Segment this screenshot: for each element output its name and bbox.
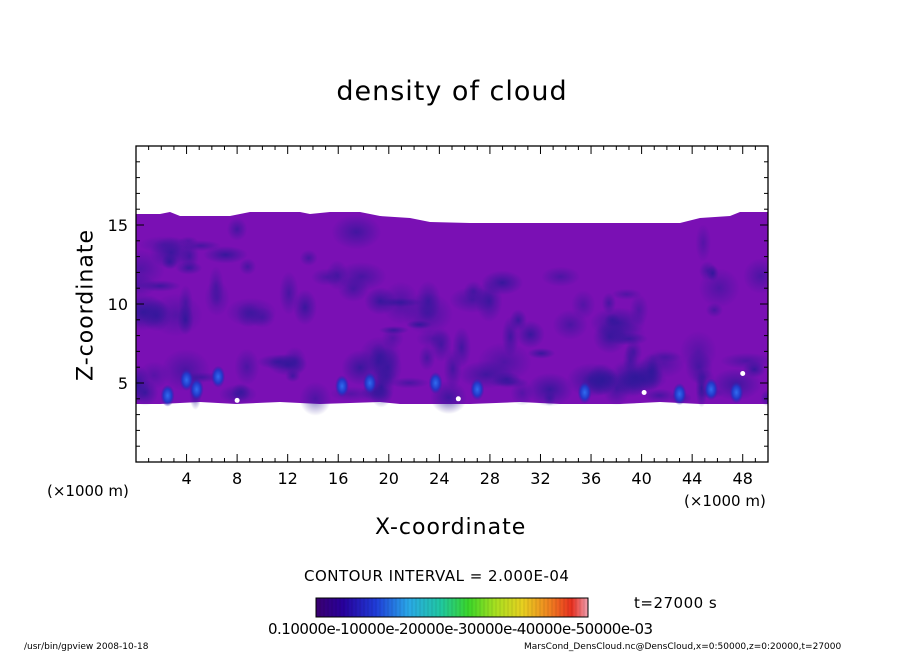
density-patch xyxy=(299,249,318,266)
y-tick-label: 5 xyxy=(118,374,128,393)
x-unit-label-left: (×1000 m) xyxy=(47,482,129,500)
density-spot xyxy=(428,372,443,394)
colorbar xyxy=(315,597,589,618)
density-patch xyxy=(698,268,740,308)
x-tick-label: 36 xyxy=(581,469,601,488)
x-tick-label: 20 xyxy=(379,469,399,488)
density-spot xyxy=(211,365,226,388)
y-tick-label: 15 xyxy=(108,216,128,235)
x-axis-label: X-coordinate xyxy=(375,515,527,540)
density-patch xyxy=(643,388,676,403)
density-spot xyxy=(335,375,350,398)
density-patch xyxy=(381,281,420,325)
x-tick-label: 48 xyxy=(733,469,753,488)
density-patch xyxy=(226,217,248,241)
density-patch xyxy=(695,224,712,262)
x-tick-label: 8 xyxy=(232,469,242,488)
density-patch xyxy=(267,353,308,376)
density-patch xyxy=(642,348,685,379)
density-patch xyxy=(443,348,463,390)
density-patch xyxy=(299,381,332,416)
density-patch xyxy=(136,249,166,289)
density-patch xyxy=(234,348,260,386)
density-patch xyxy=(552,309,588,340)
time-label: t=27000 s xyxy=(634,594,718,612)
density-patch xyxy=(136,295,169,328)
density-patch xyxy=(481,270,524,296)
gap-spot xyxy=(740,371,746,377)
density-patch xyxy=(203,245,248,264)
x-tick-label: 4 xyxy=(181,469,191,488)
density-patch xyxy=(430,327,453,363)
x-unit-label-right: (×1000 m) xyxy=(684,492,766,510)
density-patch xyxy=(161,253,178,270)
density-patch xyxy=(685,349,713,385)
density-patch xyxy=(743,258,768,294)
x-tick-label: 12 xyxy=(278,469,298,488)
x-tick-label: 16 xyxy=(328,469,348,488)
density-spot xyxy=(470,378,485,401)
density-patch xyxy=(418,344,436,371)
y-axis-label: Z-coordinate xyxy=(73,229,99,381)
footer-command: /usr/bin/gpview 2008-10-18 xyxy=(24,642,149,652)
density-patch xyxy=(311,268,343,286)
density-spot xyxy=(189,378,204,401)
density-patch xyxy=(293,289,318,326)
x-tick-label: 24 xyxy=(429,469,449,488)
x-tick-label: 44 xyxy=(682,469,702,488)
density-patch xyxy=(526,372,574,407)
density-patch xyxy=(541,266,581,287)
footer-source: MarsCond_DensCloud.nc@DensCloud,x=0:5000… xyxy=(524,642,842,652)
density-patch xyxy=(138,280,181,292)
density-patch xyxy=(527,347,556,359)
density-spot xyxy=(577,381,592,404)
density-patch xyxy=(463,280,484,302)
density-patch xyxy=(219,384,258,405)
density-patch xyxy=(509,309,527,332)
density-patch xyxy=(331,214,382,250)
density-spot xyxy=(672,383,687,406)
density-patch xyxy=(389,377,430,389)
density-patch xyxy=(236,302,261,328)
gap-spot xyxy=(234,397,240,403)
density-spot xyxy=(704,378,719,401)
x-tick-label: 40 xyxy=(631,469,651,488)
y-axis-ticks: 5 10 15 xyxy=(108,161,768,447)
chart-title: density of cloud xyxy=(336,76,568,107)
density-patch xyxy=(178,284,194,322)
x-tick-label: 28 xyxy=(480,469,500,488)
cloud-field xyxy=(136,212,768,416)
gap-spot xyxy=(455,396,461,402)
density-patch xyxy=(629,293,649,327)
density-patch xyxy=(336,261,387,292)
density-spot xyxy=(160,384,175,407)
y-tick-label: 10 xyxy=(108,295,128,314)
density-patch xyxy=(204,279,230,317)
gap-spot xyxy=(641,389,647,395)
density-patch xyxy=(601,292,617,314)
density-patch xyxy=(760,390,768,407)
density-patch xyxy=(285,369,301,383)
density-spot xyxy=(729,381,744,404)
density-patch xyxy=(477,342,532,383)
contour-interval: CONTOUR INTERVAL = 2.000E-04 xyxy=(304,567,570,585)
density-patch xyxy=(178,236,199,246)
density-patch xyxy=(239,258,257,276)
high-density-spots xyxy=(160,365,746,407)
x-axis-ticks: 4 8 12 16 20 24 28 32 36 40 44 48 xyxy=(148,146,756,488)
density-spot xyxy=(362,372,377,394)
density-spot xyxy=(179,368,194,391)
colorbar-labels: 0.10000e-10000e-20000e-30000e-40000e-500… xyxy=(268,620,653,638)
colorbar-bands xyxy=(315,598,589,617)
density-patch xyxy=(136,364,151,403)
density-patch xyxy=(625,339,643,365)
x-tick-label: 32 xyxy=(530,469,550,488)
density-patch xyxy=(611,288,642,300)
